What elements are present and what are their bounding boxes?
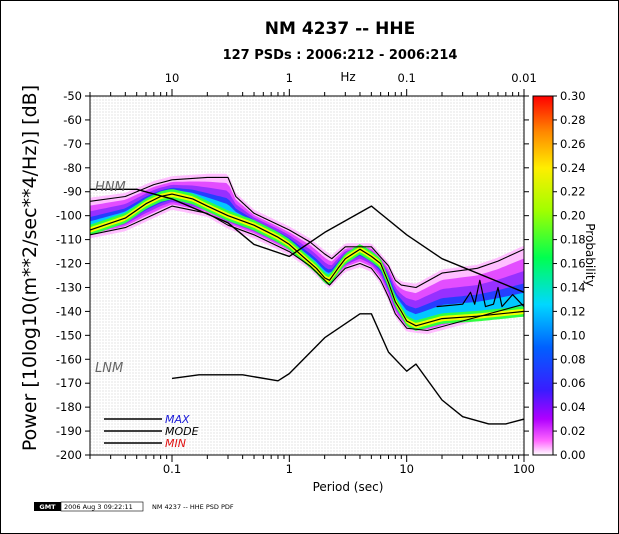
hnm-label: HNM: [95, 180, 126, 195]
y-tick-label: -170: [56, 376, 82, 390]
legend: MAX MODE MIN: [104, 413, 199, 450]
colorbar-tick-label: 0.18: [560, 233, 586, 247]
top-tick-label: 10: [165, 71, 180, 85]
y-tick-label: -90: [63, 185, 82, 199]
nlnm-line: [171, 313, 524, 425]
x-tick-label: 1: [286, 462, 293, 476]
top-tick-label: 0.1: [398, 71, 416, 85]
colorbar-tick-label: 0.28: [560, 113, 586, 127]
colorbar-tick-label: 0.12: [560, 304, 586, 318]
y-tick-label: -200: [56, 448, 82, 462]
colorbar-tick-label: 0.10: [560, 328, 586, 342]
top-tick-label: 0.01: [511, 71, 537, 85]
axis-ticks: -50 -60 -70 -80 -90 -100 -110 -120 -130 -140 -150 -…: [56, 71, 537, 476]
y-tick-label: -110: [56, 233, 82, 247]
y-tick-label: -140: [56, 304, 82, 318]
x-tick-label: 100: [513, 462, 535, 476]
colorbar-tick-label: 0.20: [560, 209, 586, 223]
max-line: [90, 176, 524, 289]
y-tick-label: -160: [56, 352, 82, 366]
y-tick-label: -60: [63, 113, 82, 127]
timestamp-box: [60, 501, 144, 512]
y-tick-label: -120: [56, 257, 82, 271]
y-tick-label: -100: [56, 209, 82, 223]
min-line: [90, 205, 524, 332]
stat-lines: [90, 176, 524, 425]
mode-line: [90, 193, 524, 327]
footer-caption: NM 4237 -- HHE PSD PDF: [152, 503, 234, 511]
y-axis-label: Power [10log10(m**2/sec**4/Hz)] [dB]: [19, 85, 41, 451]
colorbar-tick-label: 0.06: [560, 376, 586, 390]
x-tick-label: 10: [399, 462, 414, 476]
colorbar-ticks: 0.30 0.28 0.26 0.24 0.22 0.20 0.18 0.16 0.14 0.12…: [553, 89, 586, 462]
colorbar-tick-label: 0.08: [560, 352, 586, 366]
footer-timestamp: 2006 Aug 3 09:22:11: [64, 503, 133, 511]
x-tick-label: 0.1: [163, 462, 181, 476]
legend-max-label: MAX: [165, 413, 190, 426]
colorbar-tick-label: 0.14: [560, 280, 586, 294]
y-tick-label: -190: [56, 424, 82, 438]
colorbar-tick-label: 0.00: [560, 448, 586, 462]
colorbar-tick-label: 0.30: [560, 89, 586, 103]
x-axis-label: Period (sec): [313, 480, 384, 494]
gmt-logo-text: GMT: [39, 503, 56, 511]
y-tick-label: -150: [56, 328, 82, 342]
y-tick-label: -80: [63, 161, 82, 175]
colorbar-tick-label: 0.02: [560, 424, 586, 438]
chart-subtitle: 127 PSDs : 2006:212 - 2006:214: [223, 48, 458, 63]
colorbar-tick-label: 0.24: [560, 161, 586, 175]
footer: GMT 2006 Aug 3 09:22:11 NM 4237 -- HHE P…: [34, 501, 234, 512]
mode-tail-line: [436, 279, 524, 308]
y-tick-label: -50: [63, 89, 82, 103]
colorbar-tick-label: 0.22: [560, 185, 586, 199]
top-tick-label: 1: [286, 71, 293, 85]
top-axis-label: Hz: [340, 70, 355, 84]
y-tick-label: -180: [56, 400, 82, 414]
colorbar: [532, 95, 554, 456]
plot-border: [89, 95, 525, 456]
colorbar-tick-label: 0.26: [560, 137, 586, 151]
lnm-label: LNM: [95, 361, 123, 376]
legend-mode-label: MODE: [165, 425, 199, 438]
y-tick-label: -70: [63, 137, 82, 151]
colorbar-label: Probability: [583, 223, 597, 286]
gmt-logo: [34, 502, 61, 511]
colorbar-tick-label: 0.04: [560, 400, 586, 414]
colorbar-tick-label: 0.16: [560, 257, 586, 271]
y-tick-label: -130: [56, 280, 82, 294]
chart-title: NM 4237 -- HHE: [265, 19, 415, 39]
nhnm-line: [90, 188, 524, 293]
legend-min-label: MIN: [165, 437, 186, 450]
